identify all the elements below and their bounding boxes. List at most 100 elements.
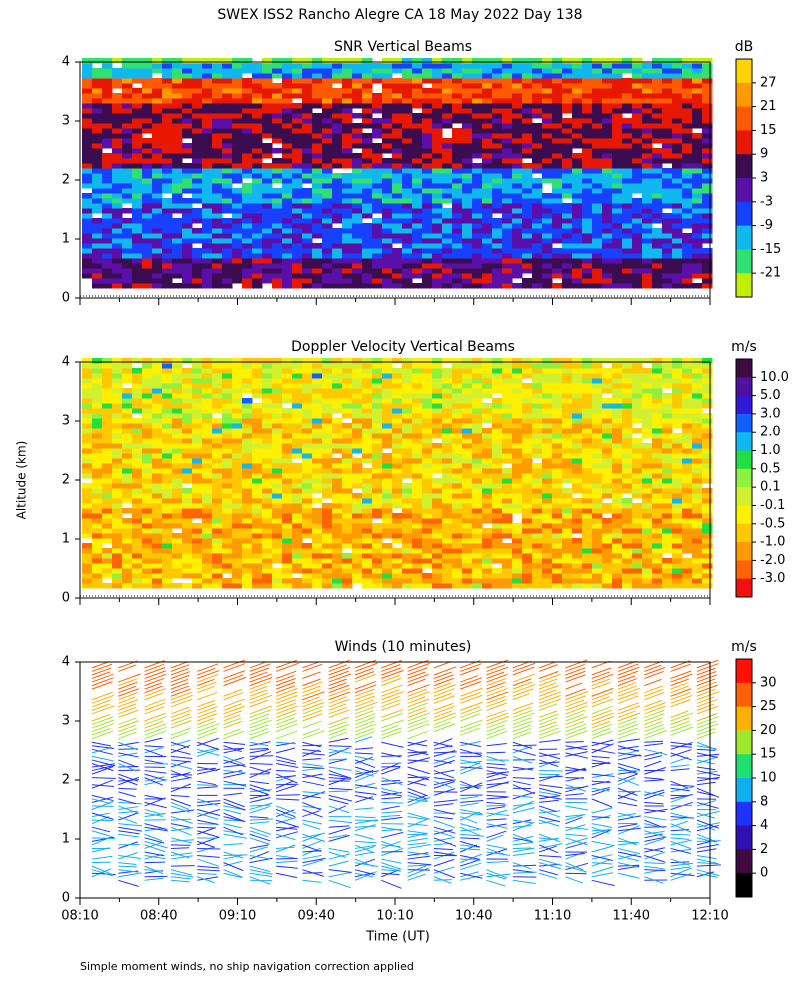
field-cell [292, 248, 303, 254]
field-cell [182, 388, 193, 394]
field-cell [212, 473, 223, 479]
field-cell [152, 533, 163, 539]
field-cell [362, 113, 373, 119]
field-cell [602, 143, 613, 149]
field-cell [502, 488, 513, 494]
field-cell [442, 138, 453, 144]
field-cell [272, 478, 283, 484]
field-cell [662, 158, 673, 164]
field-cell [242, 408, 253, 414]
field-cell [82, 208, 93, 214]
field-cell [592, 113, 603, 119]
field-cell [332, 98, 343, 104]
field-cell [282, 88, 293, 94]
field-cell [242, 258, 253, 264]
field-cell [442, 378, 453, 384]
field-cell [192, 373, 203, 379]
field-cell [102, 273, 113, 279]
field-cell [562, 58, 573, 64]
field-cell [672, 203, 683, 209]
field-cell [412, 358, 423, 364]
field-cell [272, 433, 283, 439]
field-cell [462, 228, 473, 234]
field-cell [412, 438, 423, 444]
field-cell [462, 368, 473, 374]
field-cell [292, 263, 303, 269]
field-cell [332, 208, 343, 214]
field-cell [362, 398, 373, 404]
field-cell [292, 163, 303, 169]
field-cell [452, 553, 463, 559]
field-cell [112, 153, 123, 159]
field-cell [172, 413, 183, 419]
field-cell [402, 558, 413, 564]
field-cell [522, 523, 533, 529]
field-cell [322, 268, 333, 274]
field-cell [102, 383, 113, 389]
field-cell [502, 183, 513, 189]
field-cell [442, 428, 453, 434]
field-cell [222, 173, 233, 179]
field-cell [232, 453, 243, 459]
field-cell [532, 238, 543, 244]
field-cell [552, 513, 563, 519]
field-cell [642, 133, 653, 139]
field-cell [82, 518, 93, 524]
field-cell [372, 488, 383, 494]
field-cell [162, 568, 173, 574]
field-cell [222, 368, 233, 374]
field-cell [442, 418, 453, 424]
field-cell [672, 283, 683, 289]
field-cell [122, 548, 133, 554]
field-cell [442, 253, 453, 259]
field-cell [92, 163, 103, 169]
field-cell [152, 273, 163, 279]
field-cell [382, 373, 393, 379]
field-cell [372, 153, 383, 159]
field-cell [82, 393, 93, 399]
field-cell [682, 68, 693, 74]
field-cell [532, 568, 543, 574]
field-cell [332, 258, 343, 264]
field-cell [322, 133, 333, 139]
field-cell [582, 138, 593, 144]
field-cell [252, 183, 263, 189]
field-cell [432, 363, 443, 369]
field-cell [452, 128, 463, 134]
field-cell [542, 358, 553, 364]
field-cell [92, 123, 103, 129]
field-cell [232, 268, 243, 274]
field-cell [432, 128, 443, 134]
field-cell [102, 423, 113, 429]
field-cell [332, 568, 343, 574]
field-cell [702, 58, 713, 64]
field-cell [382, 103, 393, 109]
field-cell [692, 158, 703, 164]
field-cell [422, 468, 433, 474]
field-cell [632, 198, 643, 204]
field-cell [532, 123, 543, 129]
field-cell [102, 538, 113, 544]
field-cell [182, 278, 193, 284]
field-cell [532, 93, 543, 99]
field-cell [522, 443, 533, 449]
field-cell [82, 468, 93, 474]
field-cell [462, 243, 473, 249]
field-cell [472, 523, 483, 529]
field-cell [412, 133, 423, 139]
field-cell [322, 73, 333, 79]
field-cell [522, 528, 533, 534]
field-cell [212, 453, 223, 459]
field-cell [232, 158, 243, 164]
field-cell [582, 233, 593, 239]
field-cell [262, 178, 273, 184]
field-cell [432, 133, 443, 139]
field-cell [322, 428, 333, 434]
field-cell [182, 458, 193, 464]
field-cell [202, 223, 213, 229]
field-cell [212, 498, 223, 504]
field-cell [632, 268, 643, 274]
field-cell [462, 198, 473, 204]
field-cell [212, 213, 223, 219]
field-cell [242, 533, 253, 539]
